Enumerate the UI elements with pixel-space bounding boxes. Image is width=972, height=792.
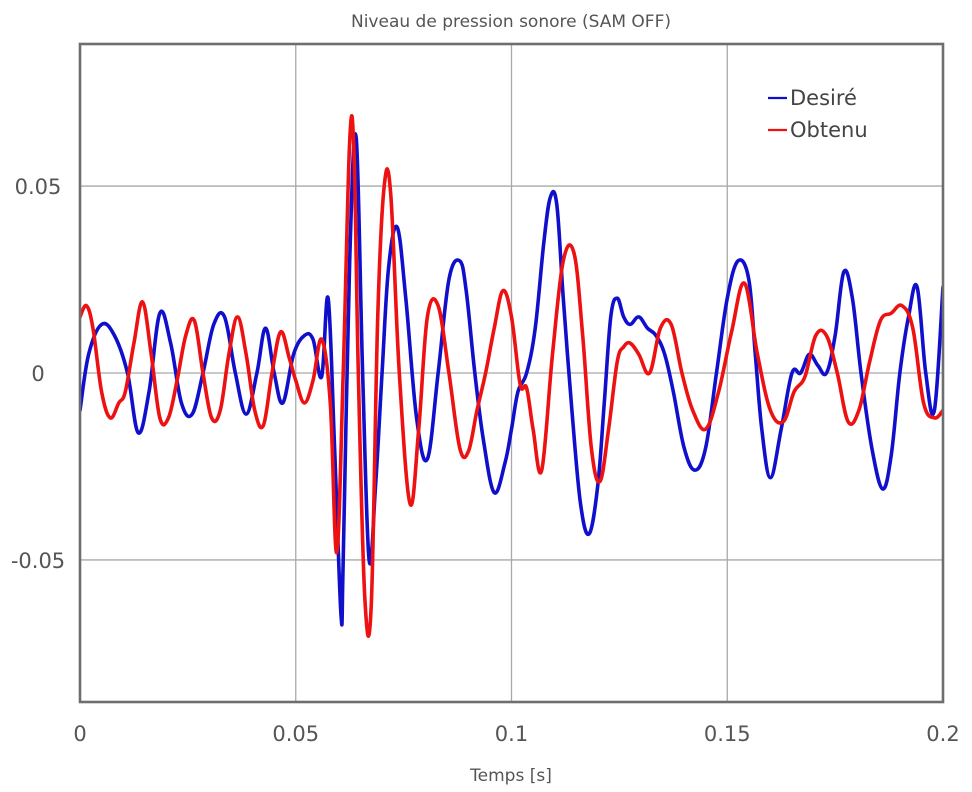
y-tick-label: -0.05: [11, 549, 65, 573]
x-tick-labels: 0 0.05 0.1 0.15 0.2: [73, 722, 959, 746]
legend-label: Desiré: [790, 86, 857, 110]
x-tick-label: 0.1: [495, 722, 528, 746]
series-line-obtenu: [80, 114, 943, 638]
legend: Desiré Obtenu: [768, 86, 868, 142]
x-tick-label: 0: [73, 722, 86, 746]
x-axis-label: Temps [s]: [469, 766, 552, 786]
legend-label: Obtenu: [790, 118, 868, 142]
series-layer: [80, 114, 943, 638]
y-tick-label: 0.05: [15, 175, 62, 199]
series-line-desire: [80, 132, 943, 627]
gridlines: [80, 44, 943, 702]
x-tick-label: 0.2: [926, 722, 959, 746]
x-tick-label: 0.05: [272, 722, 319, 746]
plot-frame: [78, 42, 945, 704]
y-tick-label: 0: [31, 362, 44, 386]
y-tick-labels: 0.05 0 -0.05: [11, 175, 65, 573]
chart-title: Niveau de pression sonore (SAM OFF): [351, 12, 671, 32]
x-tick-label: 0.15: [704, 722, 751, 746]
